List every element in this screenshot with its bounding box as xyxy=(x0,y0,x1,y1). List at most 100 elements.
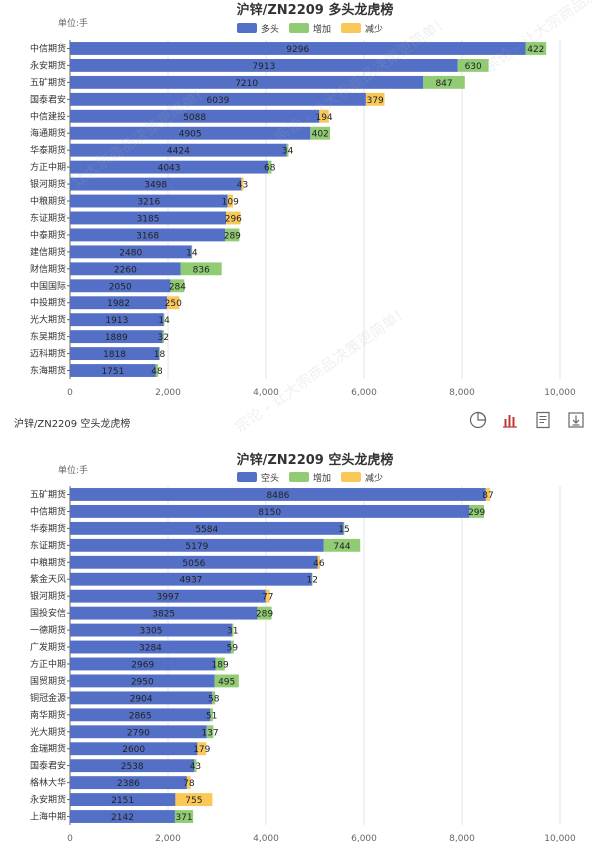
bar-segment xyxy=(457,58,489,72)
category-label: 东海期货 xyxy=(30,365,66,377)
legend-label: 增加 xyxy=(313,23,331,35)
bar-segment xyxy=(257,606,272,620)
category-label: 一德期货 xyxy=(30,624,66,636)
data-label: 2600 xyxy=(122,745,145,755)
data-label: 495 xyxy=(218,677,235,687)
x-tick-label: 2,000 xyxy=(155,834,181,843)
bar-segment xyxy=(310,126,331,140)
data-label: 1751 xyxy=(101,367,124,377)
category-label: 中信期货 xyxy=(30,505,66,517)
data-label: 87 xyxy=(482,491,493,501)
bar-segment xyxy=(70,538,324,552)
data-label: 2142 xyxy=(111,813,134,823)
bar-segment xyxy=(70,75,424,89)
category-label: 光大期货 xyxy=(30,314,66,326)
data-label: 3284 xyxy=(139,644,162,654)
bar-segment xyxy=(70,488,486,501)
legend-swatch xyxy=(237,472,257,482)
data-label: 744 xyxy=(333,542,350,552)
x-tick-label: 10,000 xyxy=(544,388,576,398)
bar-segment xyxy=(186,776,191,790)
data-label: 2904 xyxy=(130,694,153,704)
category-label: 五矿期货 xyxy=(30,76,66,88)
category-label: 中投期货 xyxy=(30,297,66,309)
data-view-icon[interactable] xyxy=(532,409,554,431)
data-label: 8486 xyxy=(266,491,289,501)
data-label: 836 xyxy=(193,265,210,275)
bar-segment xyxy=(70,725,207,739)
category-label: 广发期货 xyxy=(30,641,66,653)
data-label: 299 xyxy=(468,508,485,518)
data-label: 630 xyxy=(465,62,482,72)
bar-segment xyxy=(70,330,163,344)
bar-segment xyxy=(167,296,180,310)
category-label: 财信期货 xyxy=(30,263,66,275)
category-label: 国贸期货 xyxy=(30,675,66,687)
bar-segment xyxy=(70,657,216,671)
data-label: 43 xyxy=(190,762,201,772)
legend-label: 减少 xyxy=(365,472,383,484)
data-label: 289 xyxy=(224,231,241,241)
bar-segment xyxy=(70,640,231,654)
chart-title: 沪锌/ZN2209 空头龙虎榜 xyxy=(237,452,394,468)
category-label: 中泰期货 xyxy=(30,229,66,241)
bar-segment xyxy=(215,657,225,671)
data-label: 7913 xyxy=(252,62,275,72)
bar-segment xyxy=(469,504,485,518)
bar-segment xyxy=(70,555,318,569)
x-tick-label: 10,000 xyxy=(544,834,576,843)
bar-segment xyxy=(191,245,193,259)
x-tick-label: 8,000 xyxy=(449,834,475,843)
data-label: 2790 xyxy=(127,728,150,738)
bar-segment xyxy=(70,143,287,157)
bar-segment xyxy=(226,211,241,225)
data-label: 2151 xyxy=(111,796,134,806)
data-label: 31 xyxy=(227,627,238,637)
category-label: 方正中期 xyxy=(30,658,66,670)
bar-segment xyxy=(70,759,195,773)
bar-segment xyxy=(70,589,266,603)
x-tick-label: 6,000 xyxy=(351,834,377,843)
data-label: 371 xyxy=(175,813,192,823)
data-label: 4424 xyxy=(167,147,190,157)
data-label: 5088 xyxy=(183,113,206,123)
category-label: 格林大华 xyxy=(30,777,66,789)
bar-chart-icon[interactable] xyxy=(499,409,521,431)
data-label: 32 xyxy=(158,333,169,343)
bar-segment xyxy=(210,708,213,722)
chart-title: 沪锌/ZN2209 多头龙虎榜 xyxy=(237,2,394,18)
data-label: 1889 xyxy=(105,333,128,343)
data-label: 2260 xyxy=(114,265,137,275)
bar-segment xyxy=(365,92,385,106)
data-label: 8150 xyxy=(258,508,281,518)
bar-segment xyxy=(70,810,175,823)
data-label: 4043 xyxy=(158,164,181,174)
data-label: 194 xyxy=(315,113,332,123)
category-label: 中粮期货 xyxy=(30,556,66,568)
bar-segment xyxy=(70,623,232,637)
x-tick-label: 8,000 xyxy=(449,388,475,398)
unit-label: 单位:手 xyxy=(58,17,88,29)
bar-segment xyxy=(70,708,211,722)
data-label: 6039 xyxy=(207,96,230,106)
bar-segment xyxy=(343,521,345,535)
bar-segment xyxy=(70,228,226,242)
data-label: 14 xyxy=(186,248,198,258)
data-label: 48 xyxy=(151,367,163,377)
data-label: 847 xyxy=(435,79,452,89)
pie-chart-icon[interactable] xyxy=(467,409,489,431)
category-label: 华泰期货 xyxy=(30,522,66,534)
bar-segment xyxy=(174,810,194,823)
download-icon[interactable] xyxy=(565,409,587,431)
category-label: 方正中期 xyxy=(30,161,66,173)
data-label: 3997 xyxy=(156,593,179,603)
data-label: 34 xyxy=(282,147,294,157)
category-label: 金瑞期货 xyxy=(30,743,66,755)
bar-segment xyxy=(159,347,160,361)
category-label: 迈科期货 xyxy=(30,348,66,360)
data-label: 755 xyxy=(185,796,202,806)
legend-label: 减少 xyxy=(365,23,383,35)
bar-segment xyxy=(70,691,213,705)
bar-segment xyxy=(194,759,197,773)
